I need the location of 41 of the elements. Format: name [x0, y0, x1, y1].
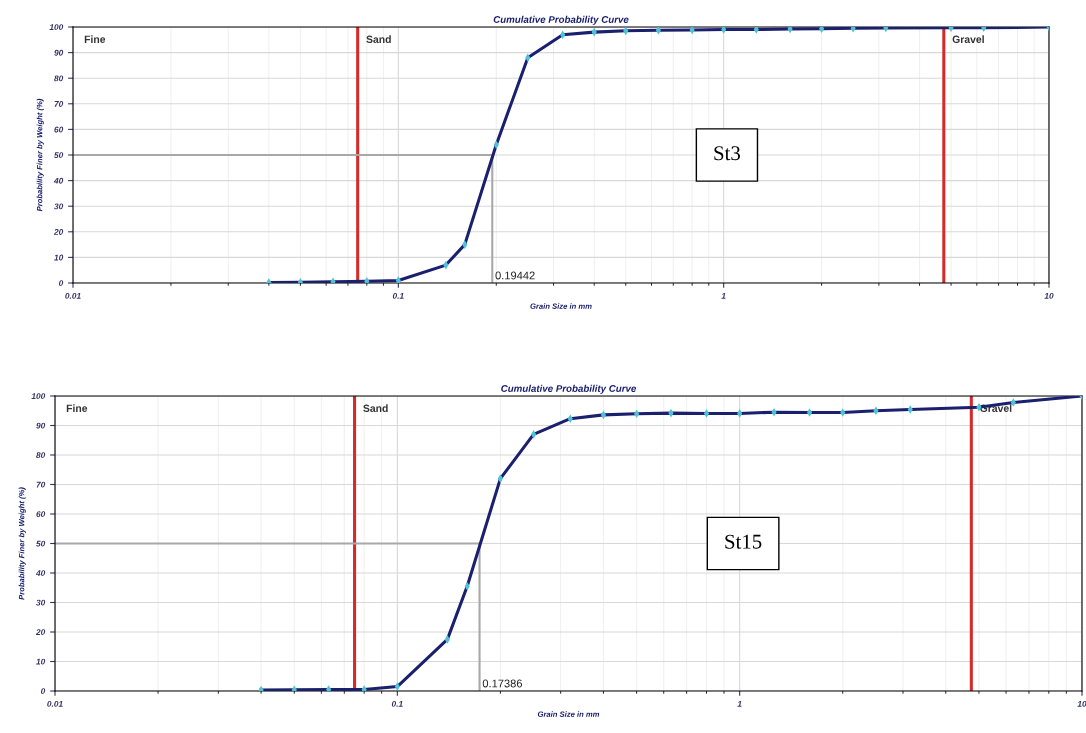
- x-tick-label: 0.1: [392, 292, 404, 299]
- y-tick-label: 90: [36, 422, 46, 429]
- x-tick-label: 0.1: [391, 700, 403, 707]
- y-tick-label: 70: [36, 481, 46, 488]
- y-tick-label: 40: [35, 570, 46, 577]
- annotation: Fine: [84, 35, 106, 43]
- y-tick-label: 10: [54, 254, 64, 261]
- annotation: Fine: [66, 404, 88, 412]
- y-tick-label: 0: [58, 280, 64, 287]
- y-tick-label: 100: [31, 393, 46, 400]
- y-tick-label: 0: [40, 688, 46, 695]
- annotation: St15: [725, 534, 762, 549]
- annotation: 0.17386: [482, 679, 523, 688]
- chart-title: Cumulative Probability Curve: [493, 15, 629, 25]
- y-tick-label: 30: [36, 599, 46, 606]
- y-tick-label: 70: [54, 101, 64, 107]
- y-tick-label: 40: [53, 177, 64, 184]
- y-tick-label: 20: [35, 629, 46, 636]
- annotation: St3: [714, 146, 740, 161]
- chart-title: Cumulative Probability Curve: [501, 384, 637, 394]
- y-tick-label: 60: [36, 511, 46, 518]
- y-tick-label: 50: [36, 540, 46, 547]
- x-tick-label: 1: [721, 293, 726, 299]
- y-tick-label: 80: [36, 452, 46, 459]
- x-tick-label: 10: [1077, 700, 1086, 707]
- x-tick-label: 10: [1044, 292, 1054, 299]
- y-tick-label: 90: [54, 49, 64, 56]
- y-tick-label: 80: [54, 75, 64, 82]
- y-tick-label: 10: [36, 658, 46, 665]
- ref-line-label: Sand: [366, 35, 391, 43]
- y-tick-label: 50: [54, 152, 64, 159]
- y-tick-label: 100: [49, 24, 64, 31]
- x-tick-label: 0.01: [47, 700, 63, 707]
- y-tick-label: 60: [54, 126, 64, 133]
- y-tick-label: 30: [54, 203, 64, 210]
- ref-line-label: Gravel: [952, 35, 984, 43]
- x-tick-label: 0.01: [65, 292, 81, 299]
- annotation: 0.19442: [495, 271, 535, 280]
- ref-line-label: Sand: [363, 404, 388, 412]
- y-tick-label: 20: [53, 229, 64, 235]
- x-tick-label: 1: [737, 701, 742, 707]
